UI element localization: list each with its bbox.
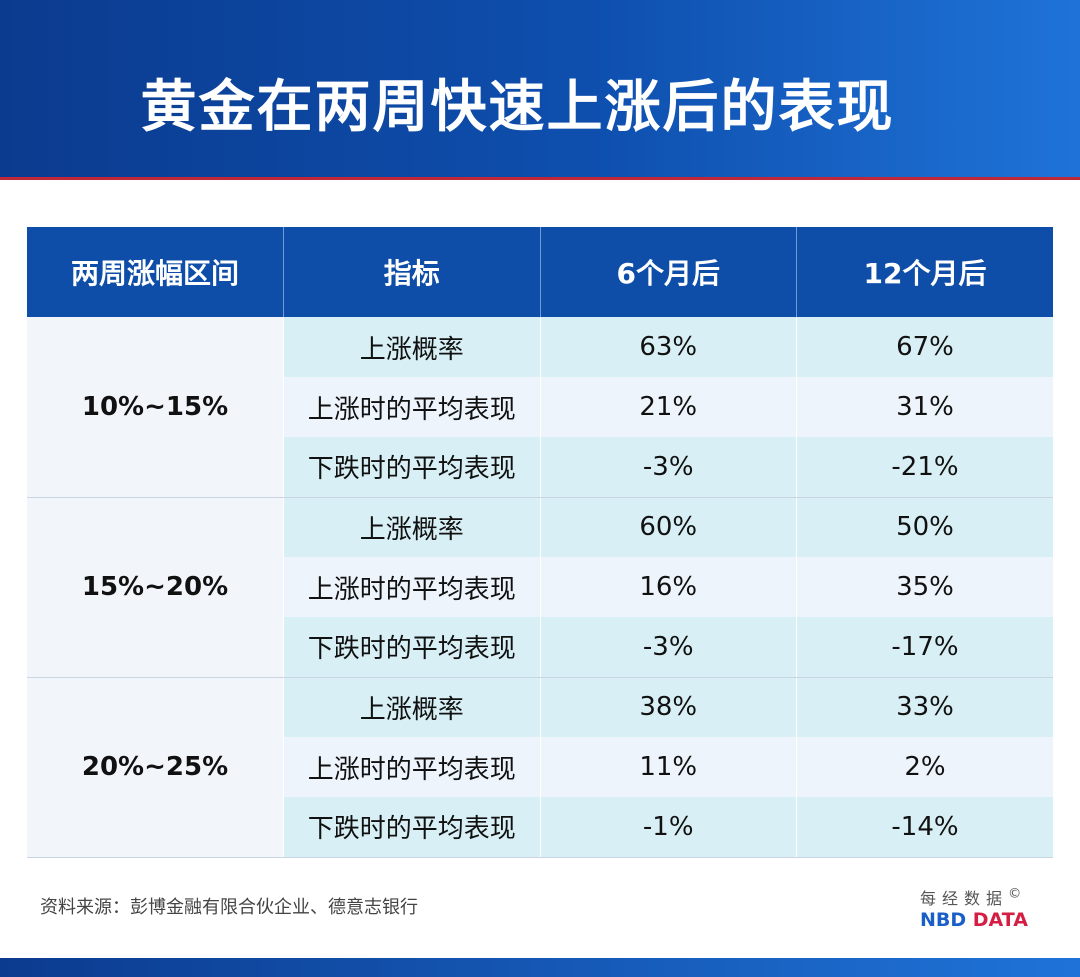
metric-cell: 上涨时的平均表现 [283, 737, 540, 797]
twelve-month-cell: -17% [796, 617, 1053, 678]
table-row: 10%~15% 上涨概率 63% 67% [27, 317, 1053, 498]
table-header-row: 两周涨幅区间 指标 6个月后 12个月后 [27, 227, 1053, 317]
six-month-cell: -1% [539, 797, 797, 858]
metric-cell: 上涨时的平均表现 [283, 377, 540, 437]
range-cell: 15%~20% [27, 497, 284, 678]
column-header: 6个月后 [539, 227, 797, 317]
six-month-cell: 38% [539, 677, 797, 737]
metric-cell: 上涨概率 [283, 497, 540, 557]
metric-cell: 上涨概率 [283, 677, 540, 737]
twelve-month-cell: 33% [796, 677, 1053, 737]
logo-cn: 每经数据 [920, 889, 1009, 908]
data-table: 两周涨幅区间 指标 6个月后 12个月后 10%~15% 上涨概率 63% 67% 上涨… [27, 227, 1053, 858]
six-month-cell: 16% [539, 557, 797, 617]
logo-data: DATA [972, 909, 1028, 931]
metric-cell: 上涨概率 [283, 317, 540, 377]
column-header: 12个月后 [796, 227, 1053, 317]
footer-bar [0, 958, 1080, 977]
nbd-data-logo: 每经数据© NBD DATA [920, 885, 1028, 931]
range-cell: 20%~25% [27, 677, 284, 858]
copyright-mark: © [1008, 886, 1028, 902]
range-cell: 10%~15% [27, 317, 284, 498]
six-month-cell: 63% [539, 317, 797, 377]
metric-cell: 上涨时的平均表现 [283, 557, 540, 617]
twelve-month-cell: -14% [796, 797, 1053, 858]
table-row: 下跌时的平均表现 -3% -17% [27, 617, 1053, 678]
table-row: 上涨时的平均表现 21% 31% [27, 377, 1053, 437]
six-month-cell: 60% [539, 497, 797, 557]
twelve-month-cell: -21% [796, 437, 1053, 498]
twelve-month-cell: 2% [796, 737, 1053, 797]
table-row: 上涨时的平均表现 11% 2% [27, 737, 1053, 797]
logo-nbd: NBD [920, 909, 967, 931]
metric-cell: 下跌时的平均表现 [283, 797, 540, 858]
six-month-cell: 11% [539, 737, 797, 797]
twelve-month-cell: 67% [796, 317, 1053, 377]
metric-cell: 下跌时的平均表现 [283, 437, 540, 498]
six-month-cell: -3% [539, 617, 797, 678]
column-header: 两周涨幅区间 [27, 227, 284, 317]
header-banner: 黄金在两周快速上涨后的表现 [0, 0, 1080, 180]
six-month-cell: -3% [539, 437, 797, 498]
page-title: 黄金在两周快速上涨后的表现 [140, 75, 895, 140]
table-row: 下跌时的平均表现 -3% -21% [27, 437, 1053, 498]
source-note: 资料来源：彭博金融有限合伙企业、德意志银行 [40, 897, 418, 918]
table-row: 上涨时的平均表现 16% 35% [27, 557, 1053, 617]
twelve-month-cell: 31% [796, 377, 1053, 437]
table-row: 15%~20% 上涨概率 60% 50% [27, 497, 1053, 678]
column-header: 指标 [283, 227, 540, 317]
metric-cell: 下跌时的平均表现 [283, 617, 540, 678]
twelve-month-cell: 35% [796, 557, 1053, 617]
twelve-month-cell: 50% [796, 497, 1053, 557]
table-row: 下跌时的平均表现 -1% -14% [27, 797, 1053, 858]
six-month-cell: 21% [539, 377, 797, 437]
table-row: 20%~25% 上涨概率 38% 33% [27, 677, 1053, 858]
